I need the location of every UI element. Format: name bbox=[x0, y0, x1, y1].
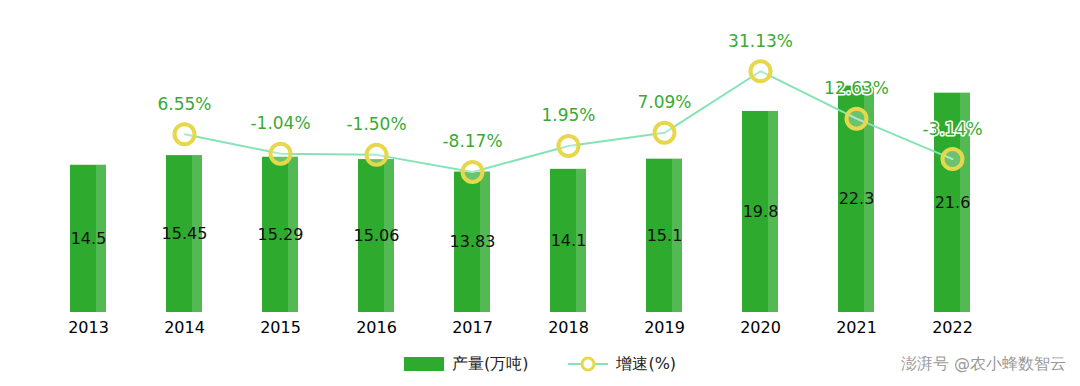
svg-text:-1.50%: -1.50% bbox=[346, 114, 406, 134]
svg-text:2020: 2020 bbox=[740, 318, 781, 337]
svg-text:22.3: 22.3 bbox=[839, 189, 875, 208]
svg-text:21.6: 21.6 bbox=[935, 193, 971, 212]
svg-text:2017: 2017 bbox=[452, 318, 493, 337]
svg-text:-8.17%: -8.17% bbox=[442, 131, 502, 151]
svg-text:2016: 2016 bbox=[356, 318, 397, 337]
svg-text:12.63%: 12.63% bbox=[824, 78, 889, 98]
svg-text:2021: 2021 bbox=[836, 318, 877, 337]
svg-text:15.29: 15.29 bbox=[258, 225, 304, 244]
svg-text:1.95%: 1.95% bbox=[541, 105, 595, 125]
svg-text:7.09%: 7.09% bbox=[637, 92, 691, 112]
svg-text:15.06: 15.06 bbox=[354, 226, 400, 245]
svg-text:2014: 2014 bbox=[164, 318, 205, 337]
svg-text:15.1: 15.1 bbox=[647, 226, 683, 245]
html-text:增速(%): 增速(%) bbox=[616, 353, 677, 373]
svg-text:13.83: 13.83 bbox=[450, 232, 496, 251]
svg-text:-3.14%: -3.14% bbox=[922, 119, 982, 139]
svg-text:-1.04%: -1.04% bbox=[250, 113, 310, 133]
html-text:产量(万吨): 产量(万吨) bbox=[451, 353, 529, 373]
svg-text:2018: 2018 bbox=[548, 318, 589, 337]
svg-text:2022: 2022 bbox=[932, 318, 973, 337]
svg-text:14.5: 14.5 bbox=[71, 229, 107, 248]
svg-text:19.8: 19.8 bbox=[743, 202, 779, 221]
svg-text:2015: 2015 bbox=[260, 318, 301, 337]
html-text:澎湃号 @农小蜂数智云: 澎湃号 @农小蜂数智云 bbox=[900, 354, 1066, 373]
svg-text:15.45: 15.45 bbox=[162, 224, 208, 243]
svg-text:6.55%: 6.55% bbox=[157, 94, 211, 114]
svg-text:14.1: 14.1 bbox=[551, 231, 587, 250]
svg-text:2019: 2019 bbox=[644, 318, 685, 337]
svg-text:31.13%: 31.13% bbox=[728, 31, 793, 51]
svg-text:2013: 2013 bbox=[68, 318, 109, 337]
